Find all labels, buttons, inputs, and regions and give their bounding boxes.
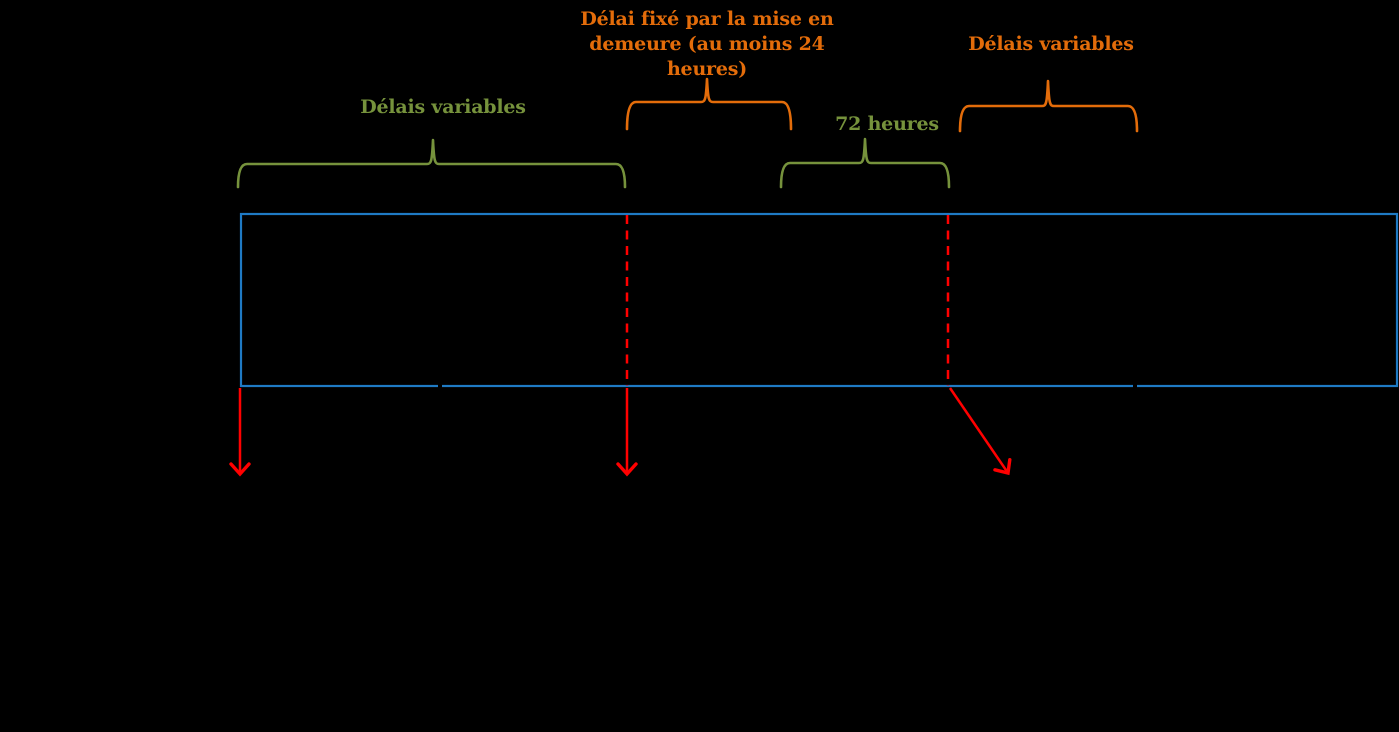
- event-arrow-3-diagonal: [948, 387, 1012, 476]
- brace-left-variable: [236, 138, 627, 189]
- timeline-tick: [438, 379, 442, 392]
- timeline-tick: [1133, 379, 1137, 392]
- brace-mise-en-demeure: [625, 77, 793, 131]
- brace-72-heures: [779, 137, 951, 189]
- brace-right-variable: [958, 79, 1139, 133]
- label-delais-variables-left: Délais variables: [360, 96, 526, 118]
- label-delais-variables-right: Délais variables: [968, 33, 1134, 55]
- label-72-heures: 72 heures: [835, 113, 939, 135]
- timeline-box: [239, 212, 1399, 388]
- label-delai-fixe-mise-en-demeure: Délai fixé par la mise en demeure (au mo…: [580, 8, 834, 80]
